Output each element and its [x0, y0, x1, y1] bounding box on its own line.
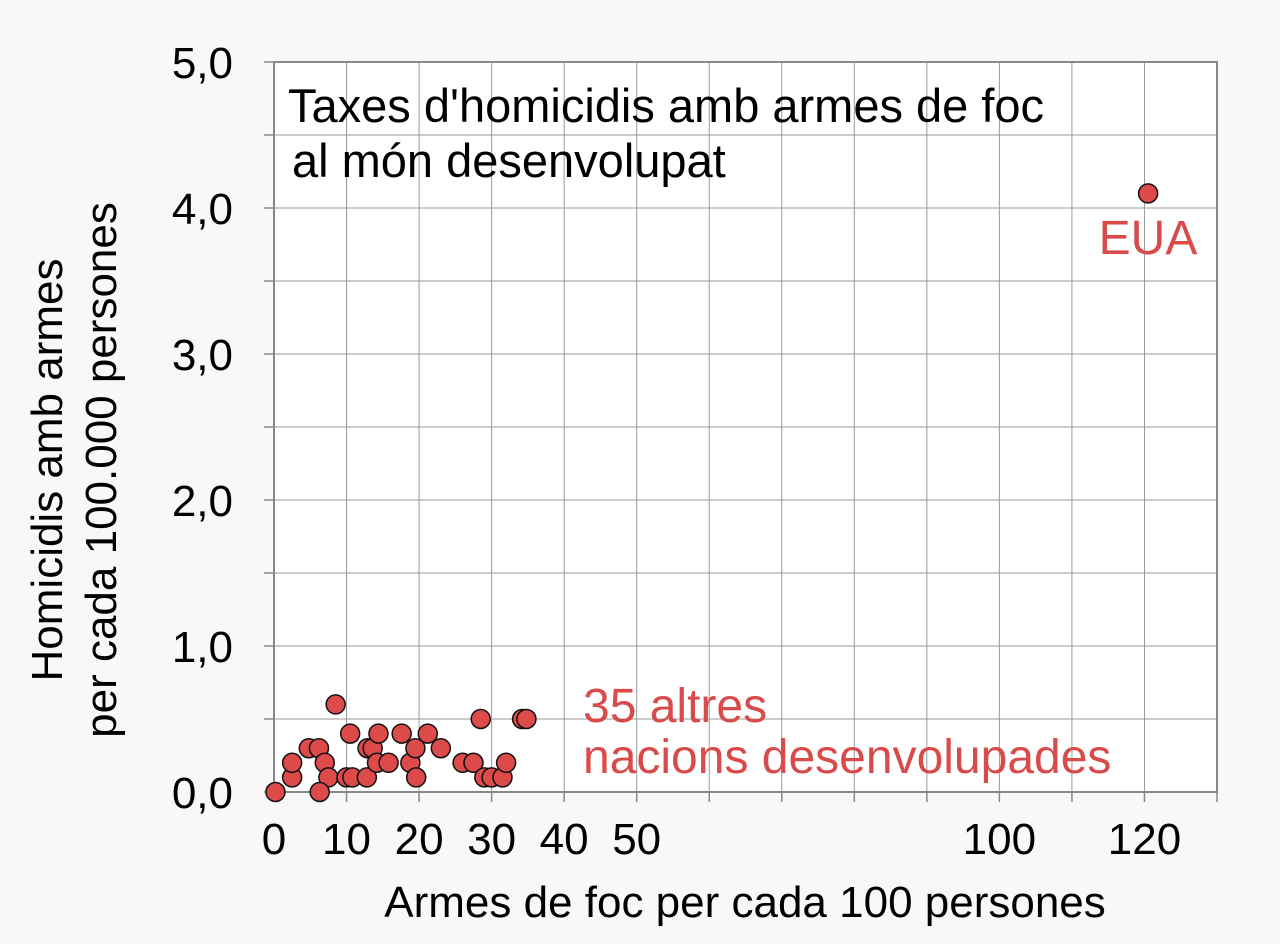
- annotation-others-line-2: nacions desenvolupades: [583, 731, 1111, 784]
- y-tick-label: 3,0: [172, 331, 233, 380]
- x-tick-label: 120: [1108, 815, 1181, 864]
- data-point: [405, 767, 427, 788]
- data-point: [1137, 183, 1159, 204]
- y-tick-label: 5,0: [172, 39, 233, 88]
- data-point: [495, 752, 517, 774]
- y-tick-label: 2,0: [172, 477, 233, 526]
- data-point: [516, 708, 537, 730]
- data-point: [356, 767, 378, 788]
- data-point: [417, 723, 439, 744]
- data-point: [470, 708, 491, 730]
- data-point: [281, 752, 303, 774]
- x-tick-label: 50: [612, 815, 661, 864]
- data-point: [265, 781, 286, 803]
- x-tick-label: 30: [467, 815, 516, 864]
- x-tick-label: 100: [963, 815, 1036, 864]
- y-axis-label-line-1: Homicidis amb armes: [23, 259, 72, 682]
- chart-title-line-1: Taxes d'homicidis amb armes de foc: [288, 79, 1044, 132]
- data-point: [391, 723, 412, 744]
- x-tick-label: 0: [262, 815, 286, 864]
- data-point: [325, 694, 346, 715]
- y-tick-label: 4,0: [172, 185, 233, 234]
- x-axis-label: Armes de foc per cada 100 persones: [384, 878, 1106, 927]
- data-point: [368, 723, 389, 744]
- x-tick-label: 40: [540, 815, 589, 864]
- axis-ticks: 0 10 20 30 40 50 100 120 0,0 1,0 2,0 3,0 4,0 5,0: [172, 39, 1218, 864]
- data-point: [463, 752, 484, 774]
- y-tick-label: 0,0: [172, 769, 233, 818]
- annotation-eua: EUA: [1099, 212, 1198, 265]
- data-point: [309, 781, 330, 803]
- y-axis-label-line-2: per cada 100.000 persones: [77, 202, 126, 738]
- x-tick-label: 10: [322, 815, 371, 864]
- annotation-others-line-1: 35 altres: [583, 680, 767, 733]
- x-tick-label: 20: [395, 815, 444, 864]
- data-point: [405, 737, 426, 759]
- grid-lines: [274, 62, 1217, 792]
- y-tick-label: 1,0: [172, 623, 233, 672]
- chart-title-line-2: al món desenvolupat: [292, 134, 726, 187]
- data-point: [430, 737, 452, 759]
- data-points: [265, 183, 1159, 803]
- data-point: [378, 752, 399, 774]
- data-point: [339, 723, 361, 744]
